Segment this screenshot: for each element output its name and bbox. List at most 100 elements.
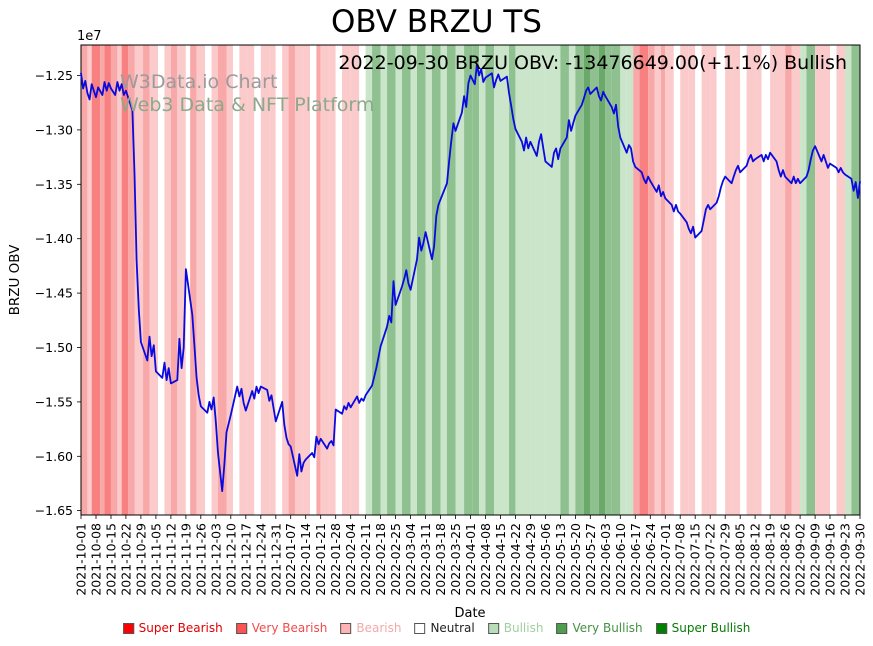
sentiment-band-bearish <box>87 45 92 515</box>
sentiment-band-bullish <box>530 45 539 515</box>
x-tick-label: 2022-04-22 <box>508 523 523 596</box>
legend-item-very-bullish: Very Bullish <box>556 621 643 635</box>
sentiment-band-bearish <box>282 45 289 515</box>
sentiment-band-very-bullish <box>472 45 480 515</box>
sentiment-band-bearish <box>320 45 330 515</box>
sentiment-band-neutral <box>716 45 726 515</box>
x-tick-label: 2021-11-26 <box>193 523 208 596</box>
sentiment-band-very-bearish <box>288 45 296 515</box>
legend-swatch <box>556 622 568 634</box>
sentiment-band-super-bearish <box>121 45 129 515</box>
sentiment-band-very-bullish <box>387 45 396 515</box>
sentiment-band-very-bullish <box>590 45 599 515</box>
legend-item-bearish: Bearish <box>340 621 401 635</box>
x-tick-label: 2021-10-15 <box>104 523 119 596</box>
sentiment-band-bullish <box>410 45 417 515</box>
sentiment-band-very-bullish <box>417 45 426 515</box>
sentiment-band-bullish <box>620 45 627 515</box>
sentiment-band-bearish <box>815 45 822 515</box>
legend-swatch <box>414 622 426 634</box>
legend-swatch <box>235 622 247 634</box>
sentiment-band-very-bearish <box>190 45 197 515</box>
x-tick-label: 2021-10-29 <box>133 523 148 596</box>
sentiment-band-very-bullish <box>402 45 411 515</box>
sentiment-band-bearish <box>295 45 304 515</box>
sentiment-band-very-bullish <box>611 45 621 515</box>
x-axis-label: Date <box>454 606 486 621</box>
sentiment-band-neutral <box>830 45 837 515</box>
sentiment-band-bearish <box>701 45 711 515</box>
legend-item-neutral: Neutral <box>414 621 475 635</box>
y-tick-label: −1.45 <box>35 286 73 301</box>
sentiment-band-very-bearish <box>648 45 655 515</box>
x-tick-label: 2022-07-01 <box>658 523 673 596</box>
x-tick-label: 2022-07-29 <box>718 523 733 596</box>
x-tick-label: 2022-08-19 <box>763 523 778 596</box>
x-tick-label: 2022-07-22 <box>703 523 718 596</box>
x-tick-label: 2022-06-10 <box>613 523 628 596</box>
sentiment-band-bearish <box>654 45 661 515</box>
sentiment-band-super-bearish <box>104 45 111 515</box>
x-tick-label: 2022-01-14 <box>298 523 313 596</box>
sentiment-band-bearish <box>731 45 741 515</box>
x-tick-label: 2021-12-31 <box>268 523 283 596</box>
sentiment-band-bearish <box>247 45 255 515</box>
sentiment-band-bullish <box>545 45 554 515</box>
sentiment-band-bearish <box>177 45 186 515</box>
sentiment-band-bearish <box>117 45 122 515</box>
x-tick-label: 2022-05-27 <box>583 523 598 596</box>
sentiment-band-bullish <box>538 45 546 515</box>
y-tick-label: −1.65 <box>35 503 73 518</box>
sentiment-band-bearish <box>303 45 310 515</box>
sentiment-band-very-bearish <box>100 45 105 515</box>
sentiment-band-super-bullish <box>583 45 591 515</box>
sentiment-band-very-bullish <box>372 45 381 515</box>
x-tick-label: 2022-03-04 <box>403 523 418 596</box>
sentiment-band-super-bullish <box>598 45 606 515</box>
x-tick-label: 2021-10-22 <box>118 523 133 596</box>
sentiment-band-bullish <box>479 45 486 515</box>
legend-label: Bullish <box>503 621 544 635</box>
x-tick-label: 2021-12-03 <box>208 523 223 596</box>
y-tick-label: −1.60 <box>35 449 73 464</box>
sentiment-band-bullish <box>494 45 501 515</box>
sentiment-band-very-bearish <box>785 45 792 515</box>
legend-item-bullish: Bullish <box>487 621 544 635</box>
x-tick-label: 2022-05-06 <box>538 523 553 596</box>
x-tick-label: 2022-07-08 <box>673 523 688 596</box>
x-tick-label: 2022-06-24 <box>643 523 658 596</box>
x-tick-label: 2022-06-17 <box>628 523 643 596</box>
x-tick-label: 2022-09-30 <box>853 523 868 596</box>
x-tick-label: 2021-11-12 <box>163 523 178 596</box>
obv-line <box>80 63 861 493</box>
sentiment-band-neutral <box>335 45 343 515</box>
x-tick-label: 2022-09-09 <box>808 523 823 596</box>
x-tick-label: 2022-09-16 <box>823 523 838 596</box>
x-tick-label: 2022-05-13 <box>553 523 568 596</box>
x-tick-label: 2022-02-18 <box>373 523 388 596</box>
sentiment-band-bearish <box>342 45 351 515</box>
sentiment-band-very-bullish <box>560 45 569 515</box>
x-tick-label: 2021-12-24 <box>253 523 268 596</box>
sentiment-band-bearish <box>755 45 762 515</box>
sentiment-band-neutral <box>275 45 283 515</box>
x-tick-label: 2022-04-08 <box>478 523 493 596</box>
sentiment-band-bearish <box>746 45 756 515</box>
sentiment-band-very-bearish <box>660 45 666 515</box>
sentiment-band-bearish <box>791 45 801 515</box>
x-tick-label: 2021-11-19 <box>178 523 193 596</box>
sentiment-band-bullish <box>365 45 373 515</box>
sentiment-band-very-bullish <box>464 45 473 515</box>
x-tick-label: 2022-08-26 <box>778 523 793 596</box>
sentiment-band-very-bullish <box>605 45 612 515</box>
sentiment-band-bearish <box>226 45 233 515</box>
x-tick-label: 2022-01-21 <box>313 523 328 596</box>
x-tick-label: 2022-03-25 <box>448 523 463 596</box>
legend-swatch <box>340 622 352 634</box>
sentiment-band-neutral <box>695 45 702 515</box>
sentiment-band-very-bearish <box>143 45 150 515</box>
x-tick-label: 2021-12-17 <box>238 523 253 596</box>
sentiment-band-bearish <box>680 45 689 515</box>
